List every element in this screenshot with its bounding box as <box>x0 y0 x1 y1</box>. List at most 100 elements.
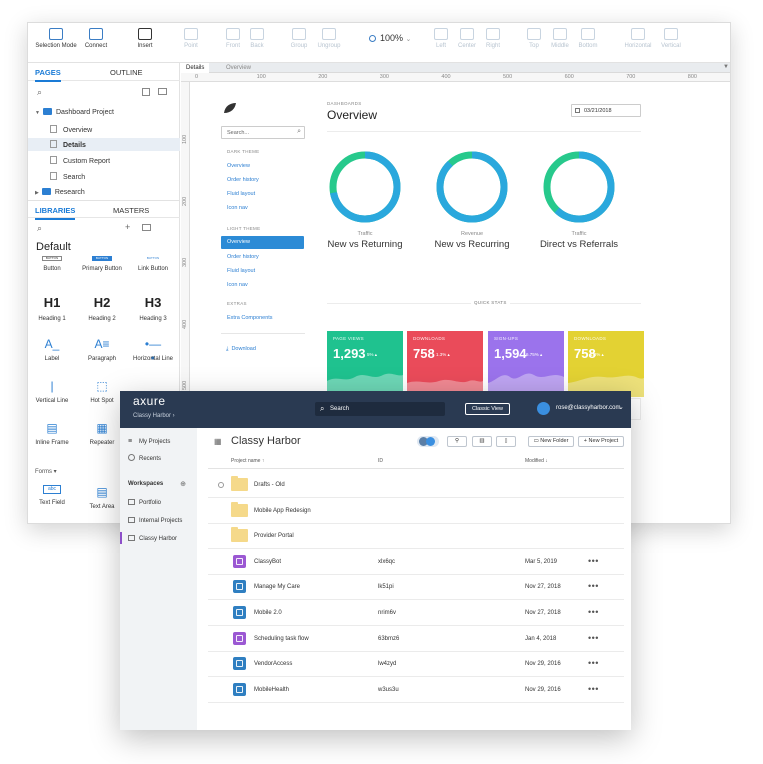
nav-link[interactable]: Overview <box>221 236 304 249</box>
page-custom-report[interactable]: Custom Report <box>50 156 175 165</box>
nav-link[interactable]: Fluid layout <box>227 191 256 197</box>
workspace-portfolio[interactable]: Portfolio <box>128 499 161 506</box>
nav-link[interactable]: Order history <box>227 177 259 183</box>
align-right-button[interactable]: Right <box>483 28 503 49</box>
page-folder-research[interactable]: ▶ Research <box>35 188 85 196</box>
distribute-vertical-button[interactable]: Vertical <box>658 28 684 49</box>
col-modified[interactable]: Modified ↓ <box>525 458 548 464</box>
more-options-icon[interactable]: ••• <box>588 632 599 643</box>
more-options-icon[interactable]: ••• <box>588 658 599 669</box>
zoom-control[interactable]: 100% ⌄ <box>369 33 411 43</box>
tab-libraries[interactable]: LIBRARIES <box>35 206 76 220</box>
widget-hot-spot[interactable]: ⬚ Hot Spot <box>90 379 114 404</box>
folder-row[interactable]: Drafts - Old <box>208 473 624 498</box>
more-options-icon[interactable]: ••• <box>588 581 599 592</box>
delete-button[interactable]: ▯ <box>496 436 516 447</box>
widget-link-button[interactable]: BUTTON Link Button <box>137 256 169 272</box>
library-options-icon[interactable] <box>142 224 151 231</box>
ungroup-button[interactable]: Ungroup <box>314 28 344 49</box>
connect-button[interactable]: Connect <box>82 28 110 49</box>
nav-link[interactable]: Order history <box>227 254 259 260</box>
settings-button[interactable]: ▥ <box>472 436 492 447</box>
classic-view-button[interactable]: Classic View <box>465 403 510 415</box>
widget-heading-1[interactable]: H1 Heading 1 <box>38 295 66 322</box>
nav-link[interactable]: Icon nav <box>227 282 248 288</box>
widget-label[interactable]: A_ Label <box>44 337 60 362</box>
page-search[interactable]: Search <box>50 172 175 181</box>
add-folder-icon[interactable] <box>158 88 167 95</box>
col-id[interactable]: ID <box>378 458 383 464</box>
insert-button[interactable]: Insert <box>132 28 158 49</box>
select-radio[interactable] <box>218 482 224 488</box>
project-row[interactable]: Manage My Care lk51pi Nov 27, 2018 ••• <box>208 575 624 601</box>
nav-link[interactable]: Icon nav <box>227 205 248 211</box>
widget-text-field[interactable]: abc Text Field <box>39 485 65 506</box>
nav-link[interactable]: Overview <box>227 163 250 169</box>
widget-paragraph[interactable]: A≡ Paragraph <box>87 337 117 362</box>
date-picker[interactable]: 03/21/2018 <box>571 104 641 117</box>
widget-heading-3[interactable]: H3 Heading 3 <box>139 295 167 322</box>
member-avatars[interactable] <box>417 436 439 447</box>
tab-list-icon[interactable]: ▼ <box>723 64 729 70</box>
widget-primary-button[interactable]: BUTTON Primary Button <box>82 256 122 272</box>
search-icon[interactable]: ⌕ <box>37 223 43 233</box>
back-button[interactable]: Back <box>246 28 268 49</box>
folder-row[interactable]: Provider Portal <box>208 524 624 550</box>
nav-link[interactable]: Fluid layout <box>227 268 256 274</box>
project-row[interactable]: Mobile 2.0 nrim6v Nov 27, 2018 ••• <box>208 601 624 626</box>
align-left-button[interactable]: Left <box>431 28 451 49</box>
dashboard-search-input[interactable]: Search... ⌕ <box>221 126 305 139</box>
front-button[interactable]: Front <box>222 28 244 49</box>
cloud-search-input[interactable]: ⌕ Search <box>315 402 445 416</box>
doc-tab-details[interactable]: Details <box>181 63 209 73</box>
project-row[interactable]: VendorAccess lw4zyd Nov 29, 2016 ••• <box>208 652 624 678</box>
more-options-icon[interactable]: ••• <box>588 607 599 617</box>
align-bottom-button[interactable]: Bottom <box>576 28 600 49</box>
widget-horizontal-line[interactable]: •—• Horizontal Line <box>132 337 174 365</box>
widget-button[interactable]: BUTTON Button <box>42 256 62 272</box>
group-button[interactable]: Group <box>288 28 310 49</box>
workspace-switcher[interactable]: Classy Harbor › <box>133 413 175 419</box>
tab-pages[interactable]: PAGES <box>35 68 61 82</box>
add-icon[interactable]: + <box>125 222 131 232</box>
point-button[interactable]: Point <box>180 28 202 49</box>
doc-tab-overview[interactable]: Overview <box>226 65 252 71</box>
library-selector[interactable]: Default <box>36 241 71 253</box>
new-folder-button[interactable]: ▭ New Folder <box>528 436 574 447</box>
user-email[interactable]: rose@classyharbor.com <box>556 405 621 411</box>
selection-mode-button[interactable]: Selection Mode <box>34 28 78 49</box>
tab-outline[interactable]: OUTLINE <box>110 68 143 77</box>
tab-masters[interactable]: MASTERS <box>113 206 150 215</box>
project-row[interactable]: MobileHealth w3us3u Nov 29, 2016 ••• <box>208 678 624 703</box>
nav-recents[interactable]: Recents <box>128 454 161 462</box>
widget-inline-frame[interactable]: ▤ Inline Frame <box>35 421 69 446</box>
align-top-button[interactable]: Top <box>525 28 543 49</box>
project-row[interactable]: Scheduling task flow 63bmz6 Jan 4, 2018 ••• <box>208 627 624 652</box>
widget-heading-2[interactable]: H2 Heading 2 <box>88 295 116 322</box>
search-icon[interactable]: ⌕ <box>37 87 43 97</box>
align-middle-button[interactable]: Middle <box>548 28 572 49</box>
nav-link[interactable]: Extra Components <box>227 315 273 321</box>
page-folder-dashboard[interactable]: ▼ Dashboard Project <box>35 108 114 116</box>
invite-user-button[interactable]: ⚲ <box>447 436 467 447</box>
page-details[interactable]: Details <box>28 138 180 151</box>
distribute-horizontal-button[interactable]: Horizontal <box>622 28 654 49</box>
workspace-classy-harbor[interactable]: Classy Harbor <box>120 532 177 544</box>
download-link[interactable]: ⤓ Download <box>226 346 256 352</box>
page-overview[interactable]: Overview <box>50 124 175 135</box>
folder-row[interactable]: Mobile App Redesign <box>208 499 624 524</box>
widget-text-area[interactable]: ▤ Text Area <box>89 485 115 510</box>
widget-vertical-line[interactable]: | Vertical Line <box>35 379 69 404</box>
project-row[interactable]: ClassyBot xlx6qc Mar 5, 2019 ••• <box>208 550 624 575</box>
nav-my-projects[interactable]: ≡ My Projects <box>128 438 171 445</box>
new-project-button[interactable]: + New Project <box>578 436 624 447</box>
align-center-button[interactable]: Center <box>456 28 478 49</box>
more-options-icon[interactable]: ••• <box>588 555 599 566</box>
chevron-down-icon[interactable]: ⌄ <box>618 404 624 411</box>
widget-repeater[interactable]: ▦ Repeater <box>89 421 115 446</box>
add-page-icon[interactable] <box>142 88 150 96</box>
more-options-icon[interactable]: ••• <box>588 683 599 694</box>
user-avatar[interactable] <box>537 402 550 415</box>
workspace-internal-projects[interactable]: Internal Projects <box>128 517 182 524</box>
forms-group-header[interactable]: Forms ▾ <box>35 469 57 475</box>
